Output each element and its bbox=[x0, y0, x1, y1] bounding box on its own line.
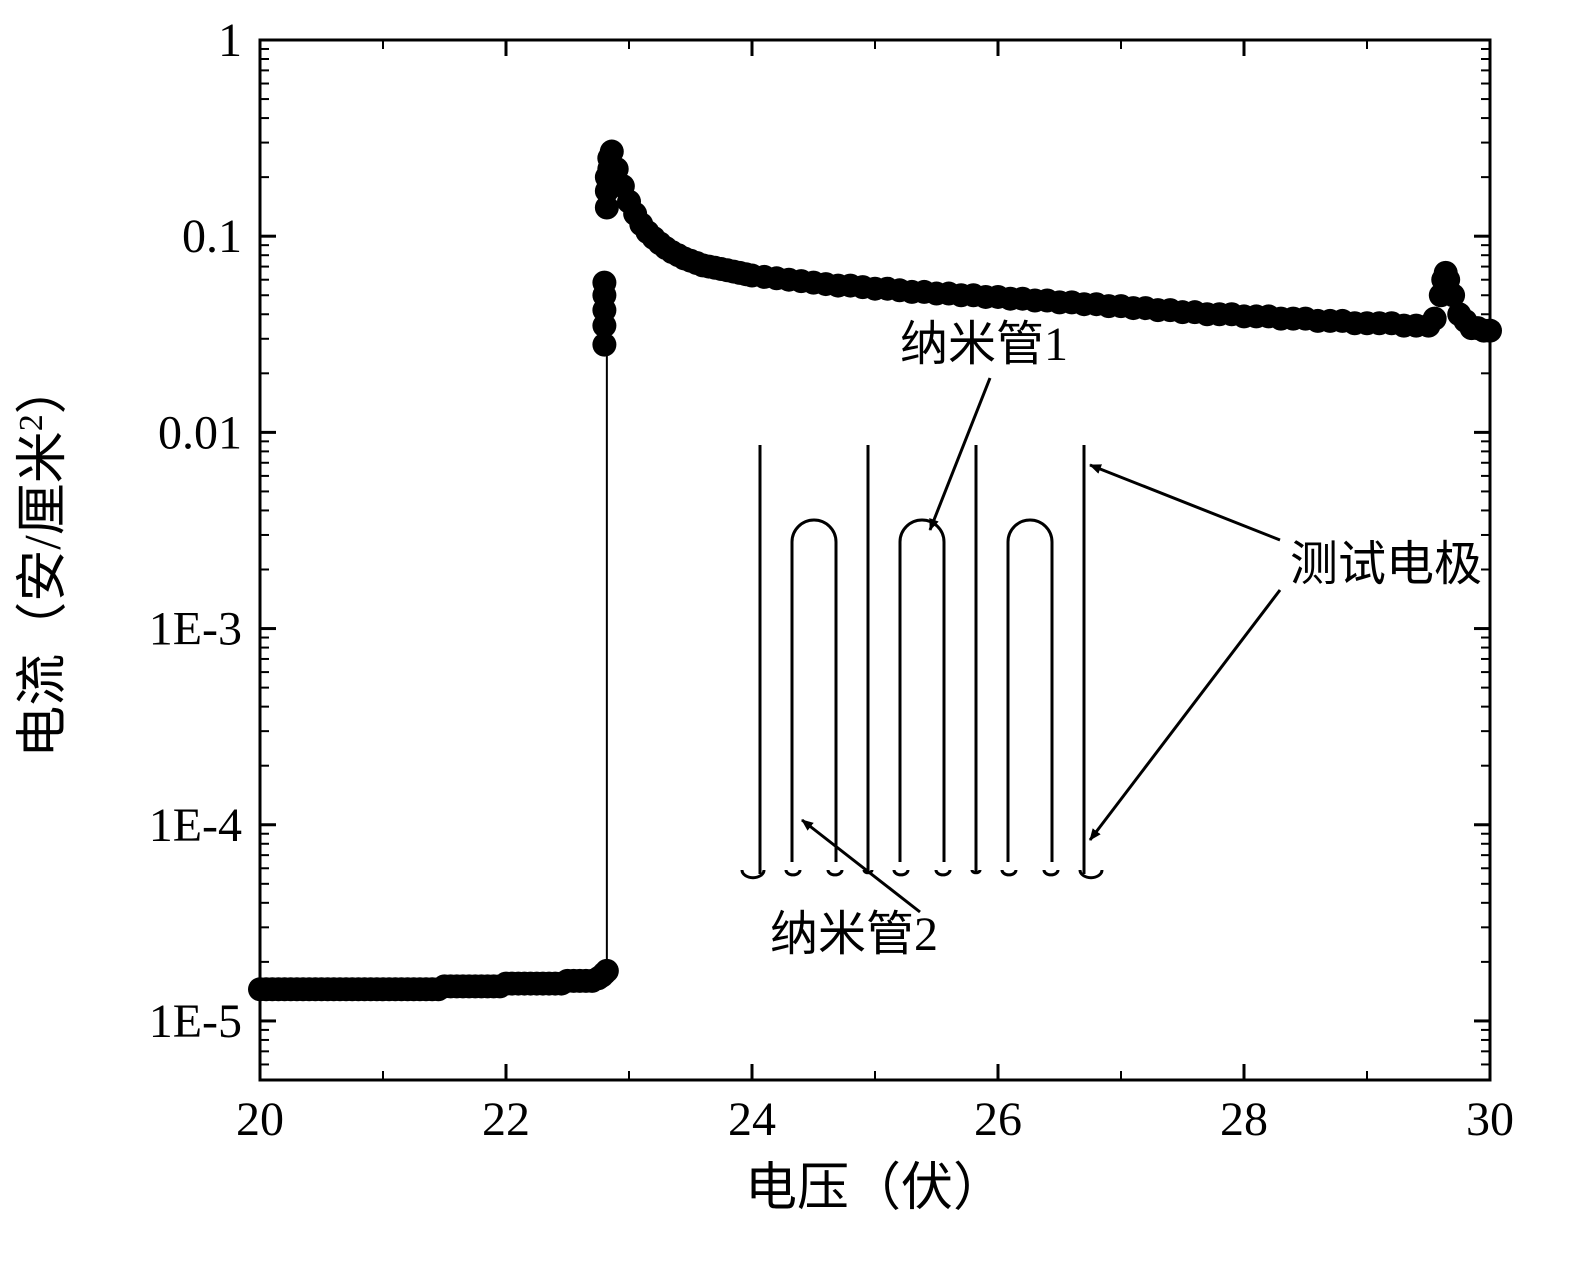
svg-text:电流（安/厘米2）: 电流（安/厘米2） bbox=[13, 362, 72, 757]
inset-diagram bbox=[742, 445, 1102, 878]
svg-text:30: 30 bbox=[1466, 1093, 1514, 1146]
svg-text:纳米管1: 纳米管1 bbox=[900, 318, 1068, 371]
svg-text:1E-4: 1E-4 bbox=[149, 799, 242, 852]
svg-text:22: 22 bbox=[482, 1093, 530, 1146]
svg-text:1E-3: 1E-3 bbox=[149, 603, 242, 656]
svg-text:28: 28 bbox=[1220, 1093, 1268, 1146]
svg-text:24: 24 bbox=[728, 1093, 776, 1146]
svg-text:20: 20 bbox=[236, 1093, 284, 1146]
svg-text:纳米管2: 纳米管2 bbox=[770, 908, 938, 961]
svg-text:1E-5: 1E-5 bbox=[149, 995, 242, 1048]
svg-text:1: 1 bbox=[218, 14, 242, 67]
svg-text:电压（伏）: 电压（伏） bbox=[745, 1160, 1005, 1217]
svg-text:26: 26 bbox=[974, 1093, 1022, 1146]
chart-container: 20 22 24 26 28 30 1E-5 1E-4 1E-3 0.01 0.1 1 电压（伏） 电流（… bbox=[0, 0, 1582, 1277]
chart-svg: 20 22 24 26 28 30 1E-5 1E-4 1E-3 0.01 0.1 1 电压（伏） 电流（… bbox=[0, 0, 1582, 1277]
svg-text:测试电极: 测试电极 bbox=[1290, 538, 1482, 591]
svg-text:0.1: 0.1 bbox=[182, 210, 242, 263]
svg-text:0.01: 0.01 bbox=[158, 406, 242, 459]
